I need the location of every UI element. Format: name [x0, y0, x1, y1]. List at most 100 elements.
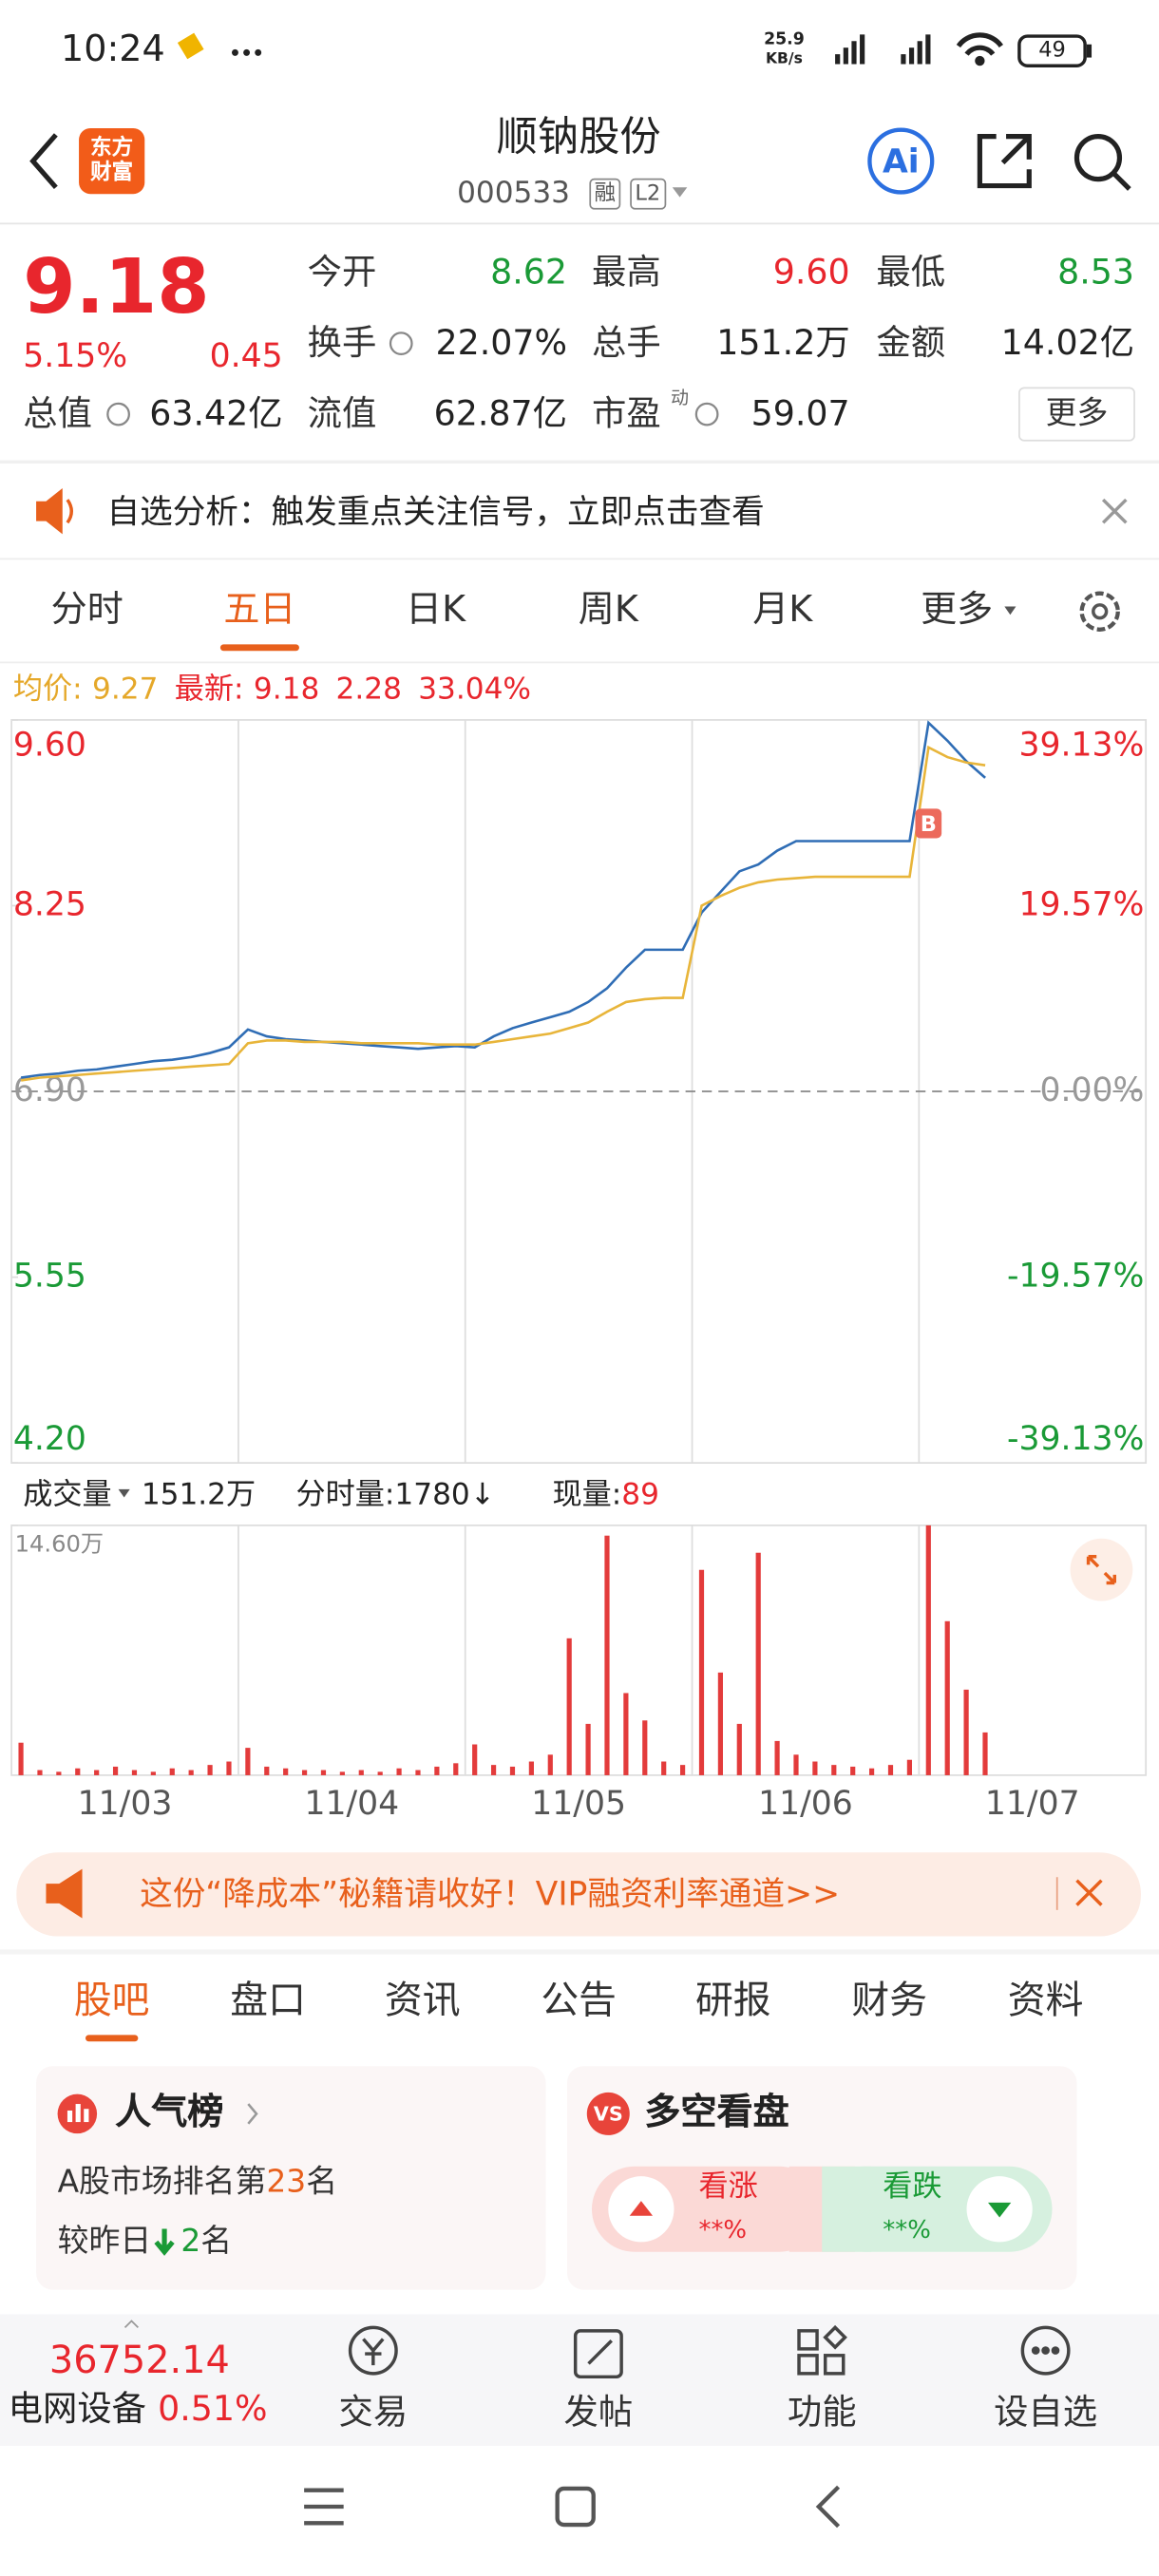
x-tick-label: 11/06 [758, 1785, 853, 1823]
nav-icons-part[interactable] [348, 2325, 398, 2376]
volume-bar [169, 1768, 175, 1775]
sector-name[interactable]: 电网设备 [8, 2389, 147, 2429]
stock-tag: L2 [630, 178, 666, 210]
rank-change-suffix: 名 [200, 2223, 233, 2260]
section-tab[interactable]: 股吧 [73, 1979, 150, 2023]
banner-bg [16, 1852, 1141, 1937]
index-value[interactable]: 36752.14 [48, 2339, 230, 2383]
y-tick-label: 8.25 [13, 886, 86, 924]
card-icons-part [988, 2202, 1012, 2218]
system-nav-part[interactable] [815, 2485, 841, 2529]
x-tick-label: 11/04 [304, 1785, 399, 1823]
volume-bar [642, 1720, 648, 1775]
notice-text[interactable]: 自选分析：触发重点关注信号，立即点击查看 [106, 491, 765, 531]
banner-text[interactable]: 这份“降成本”秘籍请收好！VIP融资利率通道>> [140, 1873, 841, 1914]
nav-icons[interactable] [348, 2324, 1071, 2379]
chart-tab[interactable]: 周K [578, 590, 638, 632]
header-icons-part[interactable] [867, 127, 935, 195]
status-icons-part [860, 34, 865, 65]
chart-tab[interactable]: 月K [752, 590, 813, 632]
volume-bar [755, 1552, 761, 1775]
nav-icons-part[interactable] [823, 2324, 847, 2350]
card-title[interactable]: 多空看盘 [644, 2092, 789, 2134]
stock-code: 000533 [457, 176, 570, 211]
card-icons-part [84, 2109, 89, 2123]
header-icons-part[interactable] [1074, 134, 1123, 182]
field-label: 金额 [876, 323, 946, 363]
nav-icons-part[interactable] [1041, 2346, 1050, 2355]
volume-bar [56, 1771, 62, 1775]
system-nav[interactable] [304, 2485, 841, 2529]
bear-label[interactable]: 看跌 [883, 2169, 942, 2205]
expand-icon-part[interactable] [1086, 1555, 1117, 1585]
field-value: 59.07 [750, 393, 850, 433]
volume-bar [245, 1748, 251, 1775]
header-icons[interactable] [29, 127, 1131, 198]
rank-value: 23 [266, 2164, 307, 2201]
nav-icons-part[interactable] [797, 2354, 819, 2376]
settings-icon[interactable] [1079, 591, 1120, 632]
volume-bar [490, 1765, 497, 1775]
volume-bar [301, 1770, 308, 1775]
chart-tab[interactable]: 五日 [223, 590, 296, 632]
chart-frame [10, 1525, 1148, 1776]
chart-tab[interactable]: 更多 [921, 590, 994, 632]
chart-tab[interactable]: 日K [406, 590, 466, 632]
nav-label[interactable]: 交易 [338, 2392, 408, 2433]
volume-bar [774, 1740, 780, 1775]
section-tab[interactable]: 财务 [851, 1979, 927, 2023]
nav-icons-part[interactable] [823, 2354, 846, 2376]
system-nav-part[interactable] [555, 2486, 596, 2528]
volume-bar [604, 1535, 610, 1775]
volume-bar [887, 1765, 894, 1775]
volume-bar [963, 1689, 969, 1775]
nav-icons-part[interactable] [587, 2339, 613, 2365]
header-icons-part[interactable] [977, 134, 1032, 189]
app-logo[interactable]: 东方财富 [90, 136, 134, 186]
nav-label[interactable]: 功能 [787, 2392, 857, 2433]
nav-icons-part[interactable] [1020, 2325, 1071, 2376]
section-tab[interactable]: 资讯 [384, 1979, 461, 2023]
settings-icon-part[interactable] [1079, 591, 1120, 632]
nav-icons-part[interactable] [1051, 2346, 1060, 2355]
nav-label[interactable]: 发帖 [563, 2392, 634, 2433]
volume-bar [831, 1765, 837, 1775]
section-tab[interactable]: 研报 [694, 1979, 771, 2023]
info-icon [106, 402, 130, 426]
volume-bar [94, 1770, 100, 1775]
nav-icons-part[interactable] [797, 2329, 819, 2351]
nav-icons-part[interactable] [1031, 2346, 1040, 2355]
card-icons-part [822, 2166, 872, 2252]
card-icons [57, 2092, 1053, 2256]
header-icons-part[interactable] [29, 133, 58, 189]
header-icons-part[interactable] [672, 187, 688, 198]
section-tab[interactable]: 公告 [541, 1979, 617, 2023]
more-button[interactable] [1018, 387, 1135, 442]
volume-bar [472, 1744, 478, 1775]
bull-label[interactable]: 看涨 [698, 2169, 758, 2205]
nav-icons-part[interactable] [362, 2338, 385, 2366]
field-value: 22.07% [435, 323, 568, 363]
volume-bar [528, 1761, 534, 1775]
card-title[interactable]: 人气榜 [115, 2092, 224, 2134]
header-icons-part[interactable] [1112, 172, 1131, 191]
volume-bar [37, 1770, 43, 1775]
settings-icon-part[interactable] [1092, 603, 1109, 620]
nav-label[interactable]: 设自选 [994, 2392, 1098, 2433]
expand-icon-part[interactable] [1070, 1538, 1133, 1601]
status-icons-part [255, 48, 262, 56]
y-pct-label: -19.57% [1007, 1258, 1144, 1296]
more-button-label[interactable]: 更多 [1045, 395, 1109, 432]
system-nav-part[interactable] [304, 2488, 344, 2526]
expand-icon[interactable] [1070, 1538, 1133, 1601]
header-icons-part[interactable] [79, 127, 145, 195]
section-tab[interactable]: 盘口 [230, 1979, 306, 2023]
chart-tab[interactable]: 分时 [50, 590, 124, 632]
x-tick-label: 11/05 [531, 1785, 626, 1823]
section-tab[interactable]: 资料 [1007, 1979, 1084, 2023]
volume-bar [283, 1768, 289, 1775]
nav-icons-part[interactable] [573, 2329, 623, 2379]
ai-button[interactable]: Ai [882, 141, 920, 181]
avg-value: 9.27 [92, 672, 159, 708]
